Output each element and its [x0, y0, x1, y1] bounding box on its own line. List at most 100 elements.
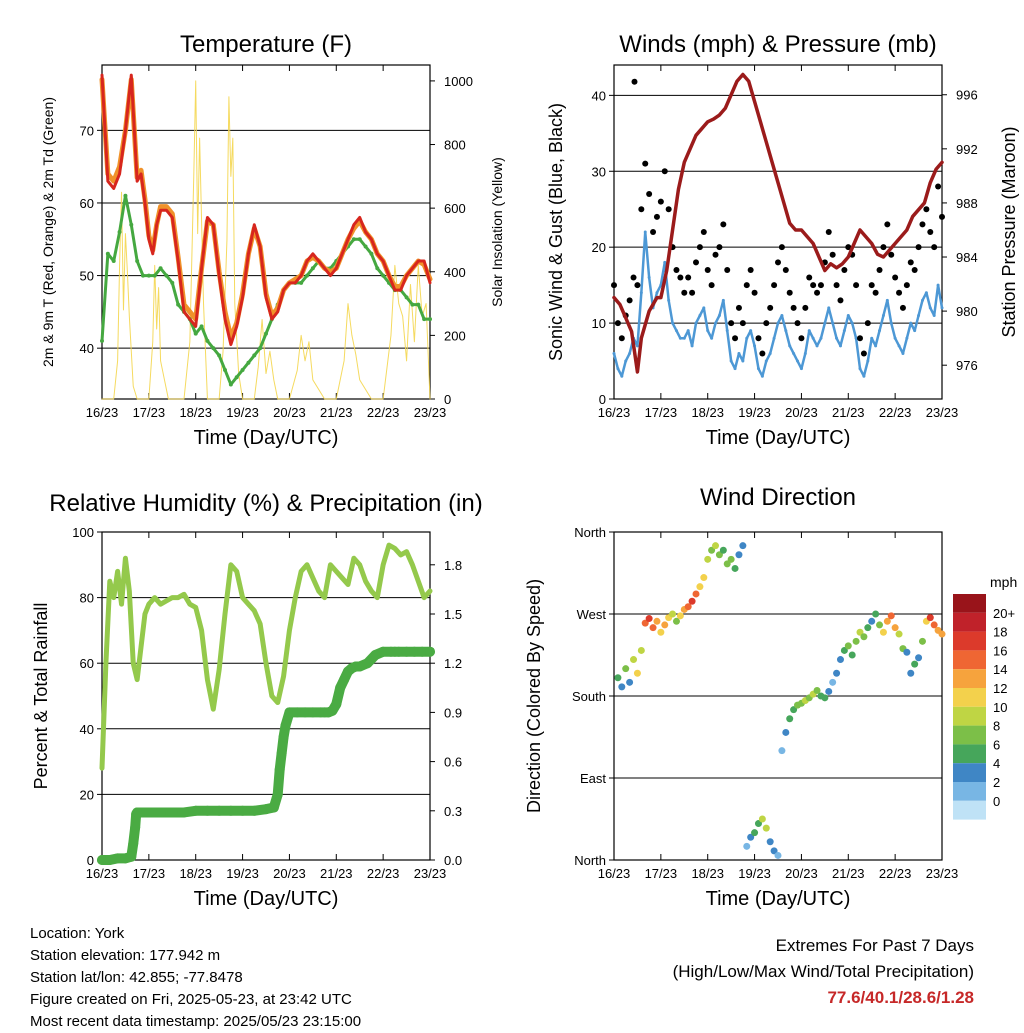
y-right-tick-label: 0.3: [444, 804, 462, 819]
dewpoint-point: [410, 302, 415, 307]
gust-point: [775, 259, 781, 266]
wind-point: [710, 336, 714, 340]
x-tick-label: 20/23: [785, 405, 818, 420]
gust-point: [884, 221, 891, 228]
wind-point: [780, 314, 784, 317]
gust-point: [630, 274, 637, 281]
wind-direction-point: [778, 747, 786, 755]
wind-direction-point: [891, 624, 899, 632]
gust-point: [872, 289, 879, 296]
y-tick-label: 60: [80, 656, 94, 671]
y-tick-label: 30: [592, 164, 606, 179]
gust-point: [618, 335, 625, 342]
precip-point: [179, 807, 189, 818]
wind-point: [714, 321, 718, 325]
recent-data-timestamp: Most recent data timestamp: 2025/05/23 2…: [30, 1013, 362, 1030]
dewpoint-point: [170, 280, 175, 285]
gust-point: [798, 335, 805, 342]
figure-created: Figure created on Fri, 2025-05-23, at 23…: [30, 991, 352, 1008]
wind-direction-point: [645, 615, 653, 623]
wind-direction-point: [715, 551, 723, 559]
wind-direction-point: [879, 628, 887, 636]
y-right-tick-label: 976: [956, 358, 978, 373]
wind-point: [815, 344, 819, 348]
y-tick-label: 0: [599, 392, 606, 407]
x-tick-label: 18/23: [179, 405, 212, 420]
precip-point: [237, 805, 248, 816]
x-tick-label: 17/23: [645, 405, 678, 420]
gust-point: [747, 266, 754, 273]
wind-point: [647, 276, 651, 280]
wind-point: [628, 351, 632, 355]
dewpoint-point: [164, 273, 169, 278]
station-location: Location: York: [30, 925, 125, 942]
wind-point: [803, 351, 807, 355]
wind-point: [901, 351, 905, 355]
wind-point: [819, 336, 823, 340]
wind-point: [772, 336, 776, 340]
wind-direction-point: [829, 678, 837, 686]
precip-point: [292, 707, 303, 718]
wind-point: [678, 336, 682, 340]
gust-point: [657, 198, 664, 205]
wind-direction-point: [872, 610, 880, 618]
wind-point: [889, 321, 893, 325]
precip-point: [425, 646, 435, 657]
wind-point: [745, 336, 749, 340]
precip-point: [278, 732, 289, 742]
dewpoint-point: [264, 331, 268, 336]
wind-point: [827, 306, 831, 310]
wind-direction-point: [895, 630, 903, 638]
gust-point: [915, 244, 922, 251]
y-tick-label: 70: [80, 123, 94, 138]
y-tick-label: 10: [592, 316, 606, 331]
panel-title: Temperature (F): [180, 31, 352, 58]
plot-frame: [101, 64, 431, 400]
panel-title: Winds (mph) & Pressure (mb): [619, 31, 936, 58]
precip-point: [331, 699, 342, 710]
x-tick-label: 17/23: [645, 866, 678, 881]
gust-point: [810, 282, 817, 289]
wind-point: [924, 291, 928, 295]
wind-direction-point: [653, 617, 661, 625]
wind-direction-point: [758, 815, 766, 823]
y-tick-label: West: [577, 607, 607, 622]
gust-point: [888, 251, 895, 258]
dewpoint-point: [223, 367, 227, 372]
wind-point: [866, 359, 870, 363]
dewpoint-point: [252, 353, 257, 358]
dewpoint-point: [240, 367, 245, 372]
panel-winds_pressure: Winds (mph) & Pressure (mb) 16/23 17/23 18/…: [546, 31, 1019, 449]
wind-point: [893, 336, 897, 340]
precip-point: [268, 802, 279, 813]
y-tick-label: 100: [72, 525, 94, 540]
station-latlon: Station lat/lon: 42.855; -77.8478: [30, 969, 243, 986]
wind-direction-point: [856, 628, 864, 636]
wind-point: [838, 344, 842, 348]
y-right-axis-label: Solar Insolation (Yellow): [489, 157, 505, 307]
gust-point: [892, 274, 899, 281]
x-tick-label: 20/23: [785, 866, 818, 881]
y-right-tick-label: 0: [444, 392, 451, 407]
precip-point: [335, 682, 346, 693]
wind-point: [881, 314, 885, 317]
panel-wind_direction: Wind Direction 16/23 17/23 18/23 19/23 20/23 2…: [524, 484, 1017, 910]
y-right-tick-label: 400: [444, 265, 466, 280]
gust-point: [790, 304, 797, 311]
gust-point: [864, 320, 871, 327]
dewpoint-point: [404, 295, 409, 300]
wind-direction-point: [676, 612, 684, 620]
wind-point: [897, 344, 901, 348]
y-right-tick-label: 800: [444, 138, 466, 153]
wind-point: [909, 321, 913, 325]
series-total-precipitation: [97, 646, 435, 865]
wind-direction-point: [852, 637, 860, 645]
wind-direction-point: [712, 542, 720, 550]
legend-label: 4: [993, 756, 1000, 771]
precip-point: [370, 650, 381, 660]
x-tick-label: 18/23: [691, 866, 724, 881]
dewpoint-point: [111, 259, 116, 264]
legend-swatch: [953, 650, 986, 670]
x-tick-label: 22/23: [367, 405, 400, 420]
y-tick-label: 60: [80, 196, 94, 211]
